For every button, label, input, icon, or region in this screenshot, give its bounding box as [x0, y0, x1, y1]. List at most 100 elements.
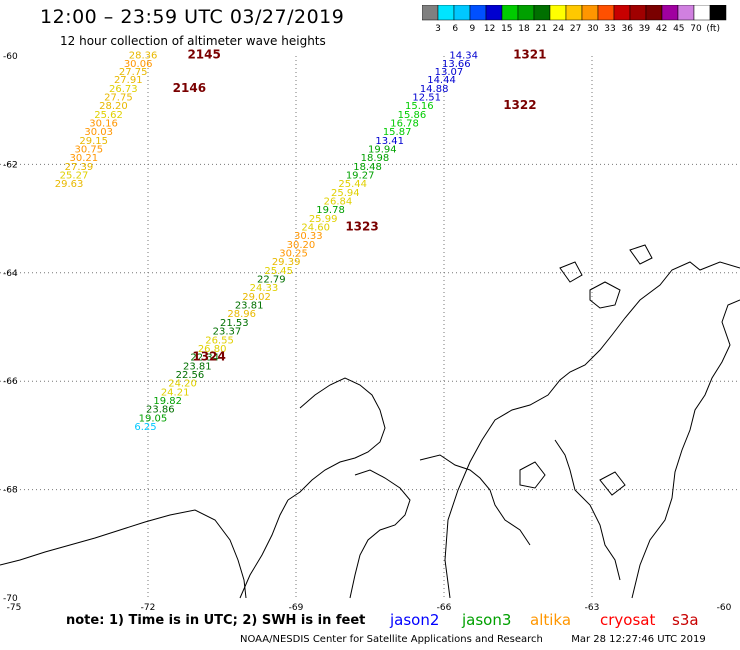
colorbar-legend: 3 6 9 12 15 18 21 24 27 30 33 36 39 42 45 70 (ft) — [422, 5, 727, 34]
wave-height-label: 30.21 — [70, 153, 99, 164]
satellite-cryosat: cryosat — [600, 611, 656, 629]
coastline-segment — [599, 471, 626, 496]
wave-height-label: 25.99 — [309, 214, 338, 225]
lon-tick-label: -60 — [717, 603, 732, 612]
coastline-segment — [0, 509, 247, 599]
wave-height-label: 22.34 — [190, 353, 219, 364]
wave-height-label: 30.20 — [287, 240, 316, 251]
wave-height-label: 19.78 — [316, 205, 345, 216]
lat-tick-label: -66 — [3, 377, 18, 387]
wave-height-label: 29.39 — [272, 257, 301, 268]
wave-height-label: 14.88 — [420, 84, 449, 95]
footer-credit: NOAA/NESDIS Center for Satellite Applica… — [240, 634, 706, 645]
wave-height-label: 16.78 — [390, 118, 419, 129]
wave-height-label: 27.75 — [119, 67, 148, 78]
satellite-s3a: s3a — [672, 611, 699, 629]
pass-label: 2145 — [187, 48, 220, 62]
lon-tick-label: -66 — [437, 603, 452, 612]
wave-height-label: 30.03 — [84, 127, 113, 138]
lat-tick-label: -68 — [3, 486, 18, 496]
footer-source: NOAA/NESDIS Center for Satellite Applica… — [240, 634, 543, 645]
wave-height-map: 28.3630.0627.7527.9126.7327.7528.2025.62… — [0, 48, 740, 612]
wave-height-label: 27.75 — [104, 92, 133, 103]
wave-height-label: 19.94 — [368, 144, 397, 155]
wave-height-label: 27.91 — [114, 75, 143, 86]
note-text: note: 1) Time is in UTC; 2) SWH is in fe… — [66, 613, 366, 628]
colorbar-label: (ft) — [706, 24, 720, 34]
wave-height-label: 24.21 — [161, 387, 190, 398]
colorbar-label: 9 — [470, 24, 476, 34]
wave-height-label: 19.05 — [139, 413, 168, 424]
colorbar-swatch — [709, 5, 727, 21]
coastline-segment — [631, 299, 740, 599]
coastline-segment — [349, 469, 411, 599]
wave-height-label: 28.96 — [227, 309, 256, 320]
colorbar-label: 27 — [570, 24, 581, 34]
coastline-segment — [559, 261, 583, 283]
pass-label: 1322 — [503, 98, 536, 112]
coastline — [0, 244, 740, 599]
wave-height-label: 24.33 — [250, 283, 279, 294]
colorbar-label: 36 — [621, 24, 633, 34]
coastline-segment — [519, 461, 546, 489]
wave-height-label: 30.16 — [89, 118, 118, 129]
wave-height-label: 18.48 — [353, 162, 382, 173]
colorbar-label: 21 — [535, 24, 546, 34]
wave-height-label: 25.94 — [331, 188, 360, 199]
pass-number-labels: 2145 2146 1321 1322 1323 1324 — [173, 48, 547, 364]
wave-height-label: 28.20 — [99, 101, 128, 112]
colorbar-label: 39 — [639, 24, 651, 34]
lon-tick-label: -69 — [289, 603, 304, 612]
coastline-segment — [287, 377, 386, 501]
colorbar-label: 33 — [604, 24, 615, 34]
wave-height-label: 26.73 — [109, 84, 138, 95]
pass-label: 1324 — [192, 350, 225, 364]
wave-height-label: 25.44 — [338, 179, 367, 190]
map-title: 12:00 – 23:59 UTC 03/27/2019 — [40, 6, 345, 28]
wave-height-label: 6.25 — [134, 422, 156, 433]
colorbar-label: 70 — [690, 24, 702, 34]
wave-height-label: 25.62 — [94, 110, 123, 121]
lat-tick-label: -60 — [3, 52, 18, 62]
wave-height-label: 26.84 — [324, 197, 353, 208]
pass-label: 1323 — [345, 220, 378, 234]
coastline-segment — [444, 261, 740, 599]
wave-height-label: 18.98 — [361, 153, 390, 164]
axis-tick-labels: -60 -62 -64 -66 -68 -70-75 -72 -69 -66 -63 -60 — [3, 52, 732, 612]
colorbar-label: 6 — [452, 24, 458, 34]
lon-tick-label: -72 — [141, 603, 156, 612]
colorbar-label: 45 — [673, 24, 684, 34]
wave-height-label: 15.87 — [383, 127, 412, 138]
wave-height-label: 28.36 — [129, 51, 158, 62]
colorbar-label: 12 — [484, 24, 495, 34]
wave-height-label: 23.37 — [213, 327, 242, 338]
wave-height-label: 29.63 — [55, 179, 84, 190]
colorbar-label: 3 — [435, 24, 441, 34]
wave-height-label: 13.66 — [442, 59, 471, 70]
colorbar-label: 24 — [553, 24, 565, 34]
colorbar-label: 15 — [501, 24, 512, 34]
wave-height-label: 30.33 — [294, 231, 323, 242]
coastline-segment — [589, 281, 621, 309]
wave-height-label: 24.20 — [168, 379, 197, 390]
wave-height-label: 27.39 — [65, 162, 94, 173]
wave-height-label: 25.45 — [264, 266, 293, 277]
colorbar-label: 30 — [587, 24, 599, 34]
wave-height-label: 23.86 — [146, 405, 175, 416]
footer-timestamp: Mar 28 12:27:46 UTC 2019 — [571, 634, 706, 645]
satellite-altika: altika — [530, 611, 572, 629]
coastline-segment — [419, 454, 531, 546]
colorbar-label: 18 — [518, 24, 530, 34]
lon-tick-label: -63 — [585, 603, 600, 612]
wave-height-label: 12.51 — [412, 92, 441, 103]
wave-height-label: 15.86 — [398, 110, 427, 121]
wave-height-label: 26.80 — [198, 344, 227, 355]
wave-height-label: 30.75 — [74, 144, 103, 155]
wave-height-label: 30.25 — [279, 249, 308, 260]
wave-height-label: 30.06 — [124, 59, 153, 70]
wave-height-label: 21.53 — [220, 318, 249, 329]
map-subtitle: 12 hour collection of altimeter wave hei… — [60, 34, 326, 48]
wave-height-label: 26.55 — [205, 335, 234, 346]
satellite-jason3: jason3 — [462, 611, 512, 629]
lat-tick-label: -70 — [3, 594, 18, 604]
